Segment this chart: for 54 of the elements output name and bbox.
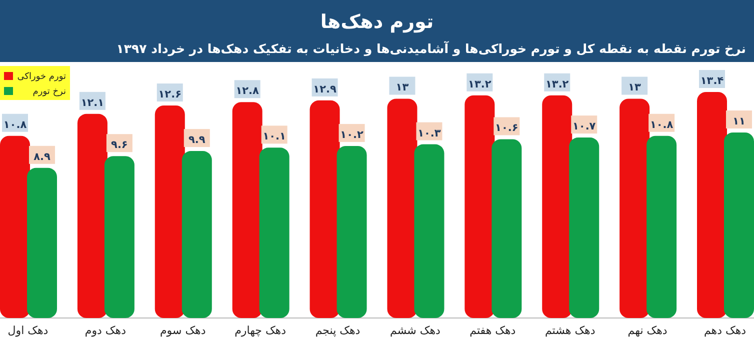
bar xyxy=(0,136,30,318)
data-label: ۱۲.۸ xyxy=(236,85,260,98)
data-label: ۱۰.۶ xyxy=(495,122,518,134)
bar xyxy=(464,95,495,318)
data-label: ۱۳.۲ xyxy=(546,78,570,90)
data-label: ۸.۹ xyxy=(34,150,51,163)
bar xyxy=(697,92,727,318)
data-label: ۱۱ xyxy=(732,115,746,128)
x-tick-label: دهک پنجم xyxy=(315,324,360,337)
x-tick-label: دهک سوم xyxy=(160,324,206,337)
bar xyxy=(154,105,185,318)
bar xyxy=(27,168,57,318)
x-tick-label: دهک ششم xyxy=(390,324,441,337)
data-label: ۱۰.۲ xyxy=(340,128,364,141)
data-label: ۹.۶ xyxy=(111,139,128,152)
bar xyxy=(569,138,600,318)
bar xyxy=(414,144,444,318)
x-tick-label: دهک دهم xyxy=(704,324,746,337)
bar xyxy=(182,151,212,318)
x-tick-label: دهک دوم xyxy=(84,324,126,337)
bar xyxy=(724,132,754,318)
x-tick-label: دهک نهم xyxy=(628,324,668,337)
legend-label: تورم خوراکی xyxy=(17,72,66,82)
bar xyxy=(104,156,134,318)
chart-title: تورم دهک‌ها xyxy=(320,11,434,33)
data-label: ۱۰.۱ xyxy=(262,130,286,143)
chart-subtitle: نرخ تورم نقطه به نقطه کل و تورم خوراکی‌ها و آشامیدنی‌ها و دخانیات به تفکیک دهک‌ها در خرداد ۱۳۹۷ xyxy=(116,41,746,57)
bar xyxy=(387,98,418,318)
bar xyxy=(310,100,340,318)
data-label: ۱۰.۷ xyxy=(572,120,596,133)
data-label: ۱۰.۸ xyxy=(650,118,674,131)
bar xyxy=(542,95,572,318)
data-label: ۱۳.۲ xyxy=(468,78,492,90)
x-tick-label: دهک اول xyxy=(8,324,48,337)
data-label: ۹.۹ xyxy=(188,134,206,146)
bar xyxy=(336,146,367,318)
bar xyxy=(620,98,650,318)
data-label: ۱۳ xyxy=(396,82,410,94)
data-label: ۱۲.۱ xyxy=(80,96,104,109)
bar xyxy=(77,114,108,318)
bar xyxy=(259,148,290,318)
data-label: ۱۳.۴ xyxy=(700,75,724,87)
bar xyxy=(492,139,522,318)
legend-label: نرخ تورم xyxy=(32,87,66,97)
x-tick-label: دهک چهارم xyxy=(234,324,286,337)
bar xyxy=(232,102,262,318)
data-label: ۱۲.۶ xyxy=(158,88,182,100)
data-label: ۱۰.۸ xyxy=(3,118,28,131)
data-label: ۱۲.۹ xyxy=(313,83,337,96)
bar xyxy=(646,136,677,318)
data-label: ۱۰.۳ xyxy=(418,127,442,140)
x-tick-label: دهک هشتم xyxy=(544,324,596,337)
x-tick-label: دهک هفتم xyxy=(470,324,516,337)
data-label: ۱۳ xyxy=(628,82,642,94)
